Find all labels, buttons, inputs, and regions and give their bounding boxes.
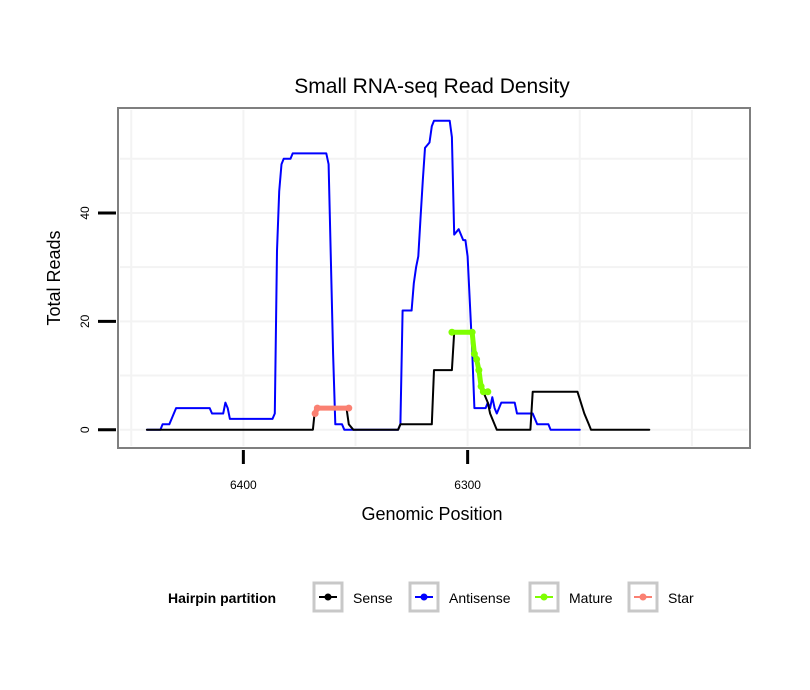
series-point-mature (473, 355, 481, 363)
y-tick-label: 40 (78, 206, 92, 220)
legend-label: Sense (353, 590, 393, 606)
chart-title: Small RNA-seq Read Density (294, 75, 570, 98)
series-point-star (313, 404, 321, 412)
legend-title: Hairpin partition (168, 590, 276, 606)
series-point-mature (475, 366, 483, 374)
legend-item-antisense: Antisense (408, 581, 511, 613)
legend-label: Star (668, 590, 694, 606)
series-point-mature (477, 382, 485, 390)
y-tick-label: 20 (78, 314, 92, 328)
plot-panel (117, 107, 751, 449)
y-axis-label: Total Reads (44, 230, 64, 325)
y-tick-label: 0 (78, 426, 92, 433)
legend-key-point (324, 593, 332, 601)
legend-key (528, 581, 560, 613)
x-axis: 6400 6300 (230, 450, 481, 492)
series-point-star (345, 404, 353, 412)
series-lines (145, 119, 651, 431)
series-point-mature (484, 388, 492, 396)
series-point-star (311, 409, 319, 417)
legend-label: Antisense (449, 590, 511, 606)
series-line-antisense (145, 119, 581, 431)
series-point-mature (468, 328, 476, 336)
legend-key-point (540, 593, 548, 601)
legend-item-star: Star (627, 581, 694, 613)
series-point-mature (470, 350, 478, 358)
y-axis: 0 20 40 (78, 206, 116, 433)
legend-label: Mature (569, 590, 613, 606)
legend: Hairpin partition Sense Antisense Mature St… (168, 581, 694, 613)
x-tick-label: 6400 (230, 478, 257, 492)
legend-item-sense: Sense (312, 581, 393, 613)
series-point-mature (448, 328, 456, 336)
legend-key-point (420, 593, 428, 601)
legend-key-point (639, 593, 647, 601)
x-axis-label: Genomic Position (361, 504, 502, 524)
x-tick-label: 6300 (454, 478, 481, 492)
legend-item-mature: Mature (528, 581, 613, 613)
